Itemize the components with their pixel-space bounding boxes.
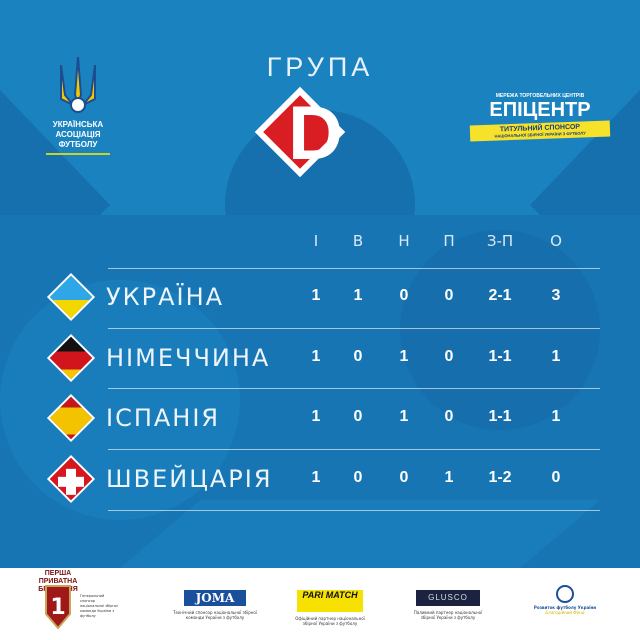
svg-text:1: 1 [50, 595, 65, 620]
group-letter: D [288, 91, 343, 176]
sponsor-caption: Технічний спонсор національної збірної к… [173, 610, 257, 620]
page-title: ГРУПА [266, 52, 374, 82]
stat-value: 1 [444, 468, 454, 486]
background-shapes [0, 90, 640, 568]
stat-value: 1-2 [488, 468, 512, 486]
team-name: НІМЕЧЧИНА [106, 343, 271, 372]
column-header-won: В [352, 232, 364, 250]
ribbon-subtext: НАЦІОНАЛЬНОЇ ЗБІРНОЇ УКРАЇНИ З ФУТБОЛУ [494, 130, 586, 139]
divider [108, 268, 600, 269]
team-name: УКРАЇНА [106, 283, 225, 311]
sponsor-joma: JOMA Технічний спонсор національної збір… [170, 574, 260, 620]
stat-value: 0 [399, 468, 409, 486]
sponsor-caption: Паливний партнер національної збірної Ук… [413, 610, 483, 620]
flag-switzerland-icon [46, 454, 96, 503]
joma-logo: JOMA [184, 590, 246, 606]
stat-value: 0 [399, 287, 409, 304]
column-header-lost: П [443, 232, 455, 250]
federation-name-line: УКРАЇНСЬКА [52, 120, 104, 129]
stat-value: 0 [444, 347, 454, 365]
sponsor-tagline: МЕРЕЖА ТОРГОВЕЛЬНИХ ЦЕНТРІВ [495, 93, 585, 99]
uaf-logo: УКРАЇНСЬКА АСОЦІАЦІЯ ФУТБОЛУ [40, 55, 116, 155]
stat-value: 0 [551, 468, 561, 486]
stat-value: 1 [399, 408, 409, 425]
divider [108, 510, 600, 511]
stat-value: 1-1 [488, 408, 512, 425]
sponsor-glusco: GLUSCO Паливний партнер національної збі… [408, 574, 488, 620]
sponsor-caption: Благодійний Фонд [545, 610, 585, 615]
stat-value: 3 [551, 287, 561, 304]
table-row: ШВЕЙЦАРІЯ 1 0 0 1 1-2 0 [0, 450, 640, 510]
team-name: ІСПАНІЯ [106, 404, 221, 432]
stat-value: 0 [353, 468, 363, 486]
stat-value: 0 [444, 287, 454, 304]
stat-value: 2-1 [488, 287, 512, 304]
group-standings-poster: УКРАЇНСЬКА АСОЦІАЦІЯ ФУТБОЛУ ГРУПА D МЕР… [0, 0, 640, 568]
brewery-shield-icon: 1 [45, 585, 71, 630]
sponsor-name: ЕПІЦЕНТР [489, 99, 591, 121]
column-header-points: О [550, 232, 562, 250]
football-icon [556, 585, 574, 603]
stat-value: 1 [311, 408, 321, 425]
column-header-goals: З-П [486, 232, 514, 250]
title-sponsor-logo: МЕРЕЖА ТОРГОВЕЛЬНИХ ЦЕНТРІВ ЕПІЦЕНТР ТИТ… [469, 93, 611, 142]
stat-value: 1 [311, 468, 321, 486]
stat-value: 0 [353, 347, 363, 365]
divider [108, 328, 600, 329]
stat-value: 1 [311, 347, 321, 365]
sponsor-fund: Розвиток футболу України Благодійний Фон… [525, 574, 605, 615]
stat-value: 1 [311, 287, 321, 304]
divider [108, 449, 600, 450]
federation-name-line: ФУТБОЛУ [58, 140, 98, 149]
team-name: ШВЕЙЦАРІЯ [106, 464, 273, 493]
stat-value: 1 [551, 347, 561, 365]
sponsor-caption: Генеральний спонсор національної збірної… [80, 594, 118, 618]
stat-value: 0 [444, 408, 454, 425]
stat-value: 0 [353, 408, 363, 425]
divider [46, 153, 110, 155]
flag-germany-icon [46, 333, 96, 382]
column-header-drawn: Н [398, 232, 410, 250]
sponsor-brewery: 1 Генеральний спонсор національної збірн… [38, 580, 148, 634]
federation-name-line: АСОЦІАЦІЯ [55, 130, 101, 139]
sponsor-ribbon: ТИТУЛЬНИЙ СПОНСОР НАЦІОНАЛЬНОЇ ЗБІРНОЇ УК… [469, 120, 611, 142]
trident-icon [60, 56, 96, 113]
table-row: УКРАЇНА 1 1 0 0 2-1 3 [0, 268, 640, 328]
sponsor-parimatch: PARI MATCH Офіційний партнер національно… [290, 574, 370, 626]
table-row: НІМЕЧЧИНА 1 0 1 0 1-1 1 [0, 329, 640, 389]
stat-value: 1 [353, 287, 363, 304]
stat-value: 1-1 [488, 347, 512, 365]
parimatch-logo: PARI MATCH [297, 590, 363, 612]
table-row: ІСПАНІЯ 1 0 1 0 1-1 1 [0, 389, 640, 449]
column-header-played: І [313, 232, 319, 250]
flag-ukraine-icon [46, 272, 96, 322]
sponsors-bar: Перша приватна броварня 1 Генеральний сп… [0, 568, 640, 640]
sponsor-caption: Офіційний партнер національної збірної У… [295, 616, 365, 626]
divider [108, 388, 600, 389]
glusco-logo: GLUSCO [416, 590, 480, 606]
stat-value: 1 [551, 408, 561, 425]
fund-name: Розвиток футболу України [533, 605, 597, 610]
stat-value: 1 [399, 347, 409, 365]
flag-spain-icon [46, 393, 96, 443]
